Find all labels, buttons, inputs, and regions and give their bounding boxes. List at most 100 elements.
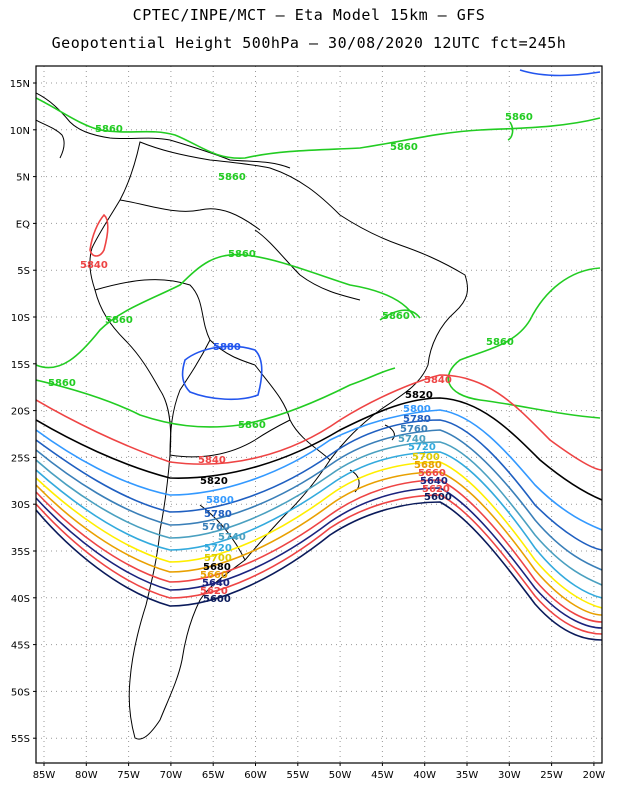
contour-5640 xyxy=(36,487,602,629)
label-green: 5860 xyxy=(218,172,246,183)
band-right-label: 5720 xyxy=(408,442,436,453)
lon-tick-label: 35W xyxy=(456,770,479,781)
band-right-label: 5760 xyxy=(400,424,428,435)
lon-tick-label: 65W xyxy=(202,770,225,781)
lat-tick-label: 20S xyxy=(11,407,30,418)
lon-tick-label: 75W xyxy=(117,770,140,781)
lat-tick-label: 45S xyxy=(11,641,30,652)
band-right-label: 5820 xyxy=(405,390,433,401)
band-right-label: 5600 xyxy=(424,492,452,503)
contour-5660 xyxy=(36,479,602,623)
lat-tick-label: EQ xyxy=(16,219,30,230)
label-green: 5860 xyxy=(382,311,410,322)
lon-tick-label: 45W xyxy=(371,770,394,781)
lon-tick-label: 20W xyxy=(583,770,606,781)
band-right-label: 5840 xyxy=(424,375,452,386)
contour-5880-closed xyxy=(181,345,263,401)
lat-tick-label: 15S xyxy=(11,360,30,371)
lat-tick-label: 5S xyxy=(17,266,30,277)
lon-tick-label: 80W xyxy=(75,770,98,781)
lon-tick-label: 85W xyxy=(33,770,56,781)
lon-tick-label: 60W xyxy=(244,770,267,781)
band-right-label: 5780 xyxy=(403,414,431,425)
label-green: 5860 xyxy=(390,142,418,153)
lat-tick-label: 55S xyxy=(11,734,30,745)
title-line-2: Geopotential Height 500hPa – 30/08/2020 … xyxy=(51,34,567,52)
band-right-label: 5620 xyxy=(422,484,450,495)
band-left-label: 5840 xyxy=(198,455,226,466)
contour-5860-amazon xyxy=(36,253,416,369)
band-right-label: 5740 xyxy=(398,434,426,445)
lon-tick-label: 40W xyxy=(413,770,436,781)
band-left-label: 5720 xyxy=(204,543,232,554)
band-right-label: 5640 xyxy=(420,476,448,487)
contour-5820 xyxy=(36,397,602,501)
band-left-label: 5800 xyxy=(206,495,234,506)
label-green: 5860 xyxy=(505,112,533,123)
contour-blue-ne xyxy=(519,69,601,77)
label-green: 5860 xyxy=(105,315,133,326)
south-america-coast xyxy=(89,141,468,740)
label-5840-closed: 5840 xyxy=(80,260,108,271)
band-left-label: 5780 xyxy=(204,509,232,520)
lat-tick-label: 10S xyxy=(11,313,30,324)
latitude-axis: 15N 10N 5N EQ 5S 10S 15S 20S 25S 30S 35S 40S 45S 50S 5… xyxy=(10,79,36,745)
lat-tick-label: 25S xyxy=(11,453,30,464)
lon-tick-label: 50W xyxy=(329,770,352,781)
band-right-label: 5680 xyxy=(414,460,442,471)
contour-5800 xyxy=(36,409,602,531)
longitude-axis: 85W 80W 75W 70W 65W 60W 55W 50W 45W 40W 35W 30W 25W 2… xyxy=(33,763,606,781)
coastlines xyxy=(36,92,468,740)
contour-5760 xyxy=(36,429,602,571)
label-green: 5860 xyxy=(48,378,76,389)
contour-5680 xyxy=(36,471,602,616)
lat-tick-label: 40S xyxy=(11,594,30,605)
label-5880: 5880 xyxy=(213,342,241,353)
band-right-label: 5660 xyxy=(418,468,446,479)
contour-5780 xyxy=(36,419,602,551)
contour-5600 xyxy=(36,501,602,641)
lat-tick-label: 10N xyxy=(10,126,30,137)
lat-tick-label: 30S xyxy=(11,500,30,511)
contour-5860-ne xyxy=(507,121,514,141)
contour-labels: 5860 5860 5860 5860 5860 5860 5860 5860 … xyxy=(48,112,533,605)
lat-tick-label: 5N xyxy=(16,173,30,184)
label-green: 5860 xyxy=(238,420,266,431)
label-green: 5860 xyxy=(228,249,256,260)
contour-5860-east xyxy=(379,309,421,321)
band-left-label: 5680 xyxy=(203,562,231,573)
band-right-label: 5800 xyxy=(403,404,431,415)
band-left-label: 5760 xyxy=(202,522,230,533)
plot-frame xyxy=(35,65,603,764)
band-left-label: 5820 xyxy=(200,476,228,487)
lat-tick-label: 35S xyxy=(11,547,30,558)
gridlines xyxy=(36,66,602,763)
band-left-label: 5600 xyxy=(203,594,231,605)
band-left-label: 5700 xyxy=(204,553,232,564)
contour-5860-south xyxy=(36,367,396,428)
band-right-label: 5700 xyxy=(412,452,440,463)
contour-5700 xyxy=(36,461,602,609)
contour-lines xyxy=(36,69,602,641)
label-green: 5860 xyxy=(486,337,514,348)
lat-tick-label: 50S xyxy=(11,687,30,698)
contour-5740 xyxy=(36,441,602,586)
lon-tick-label: 30W xyxy=(498,770,521,781)
title-line-1: CPTEC/INPE/MCT – Eta Model 15km – GFS xyxy=(132,6,486,24)
contour-5840-closed xyxy=(89,213,109,257)
band-left-label: 5620 xyxy=(200,586,228,597)
lat-tick-label: 15N xyxy=(10,79,30,90)
lon-tick-label: 70W xyxy=(160,770,183,781)
contour-5720 xyxy=(36,451,602,599)
band-left-label: 5740 xyxy=(218,532,246,543)
contour-5840 xyxy=(36,374,602,471)
contour-5620 xyxy=(36,494,602,635)
lon-tick-label: 25W xyxy=(540,770,563,781)
band-left-label: 5640 xyxy=(202,578,230,589)
lon-tick-label: 55W xyxy=(286,770,309,781)
band-left-label: 5660 xyxy=(200,570,228,581)
contour-5860-atlantic xyxy=(447,267,601,419)
contour-5860-north xyxy=(36,97,601,159)
label-green: 5860 xyxy=(95,124,123,135)
